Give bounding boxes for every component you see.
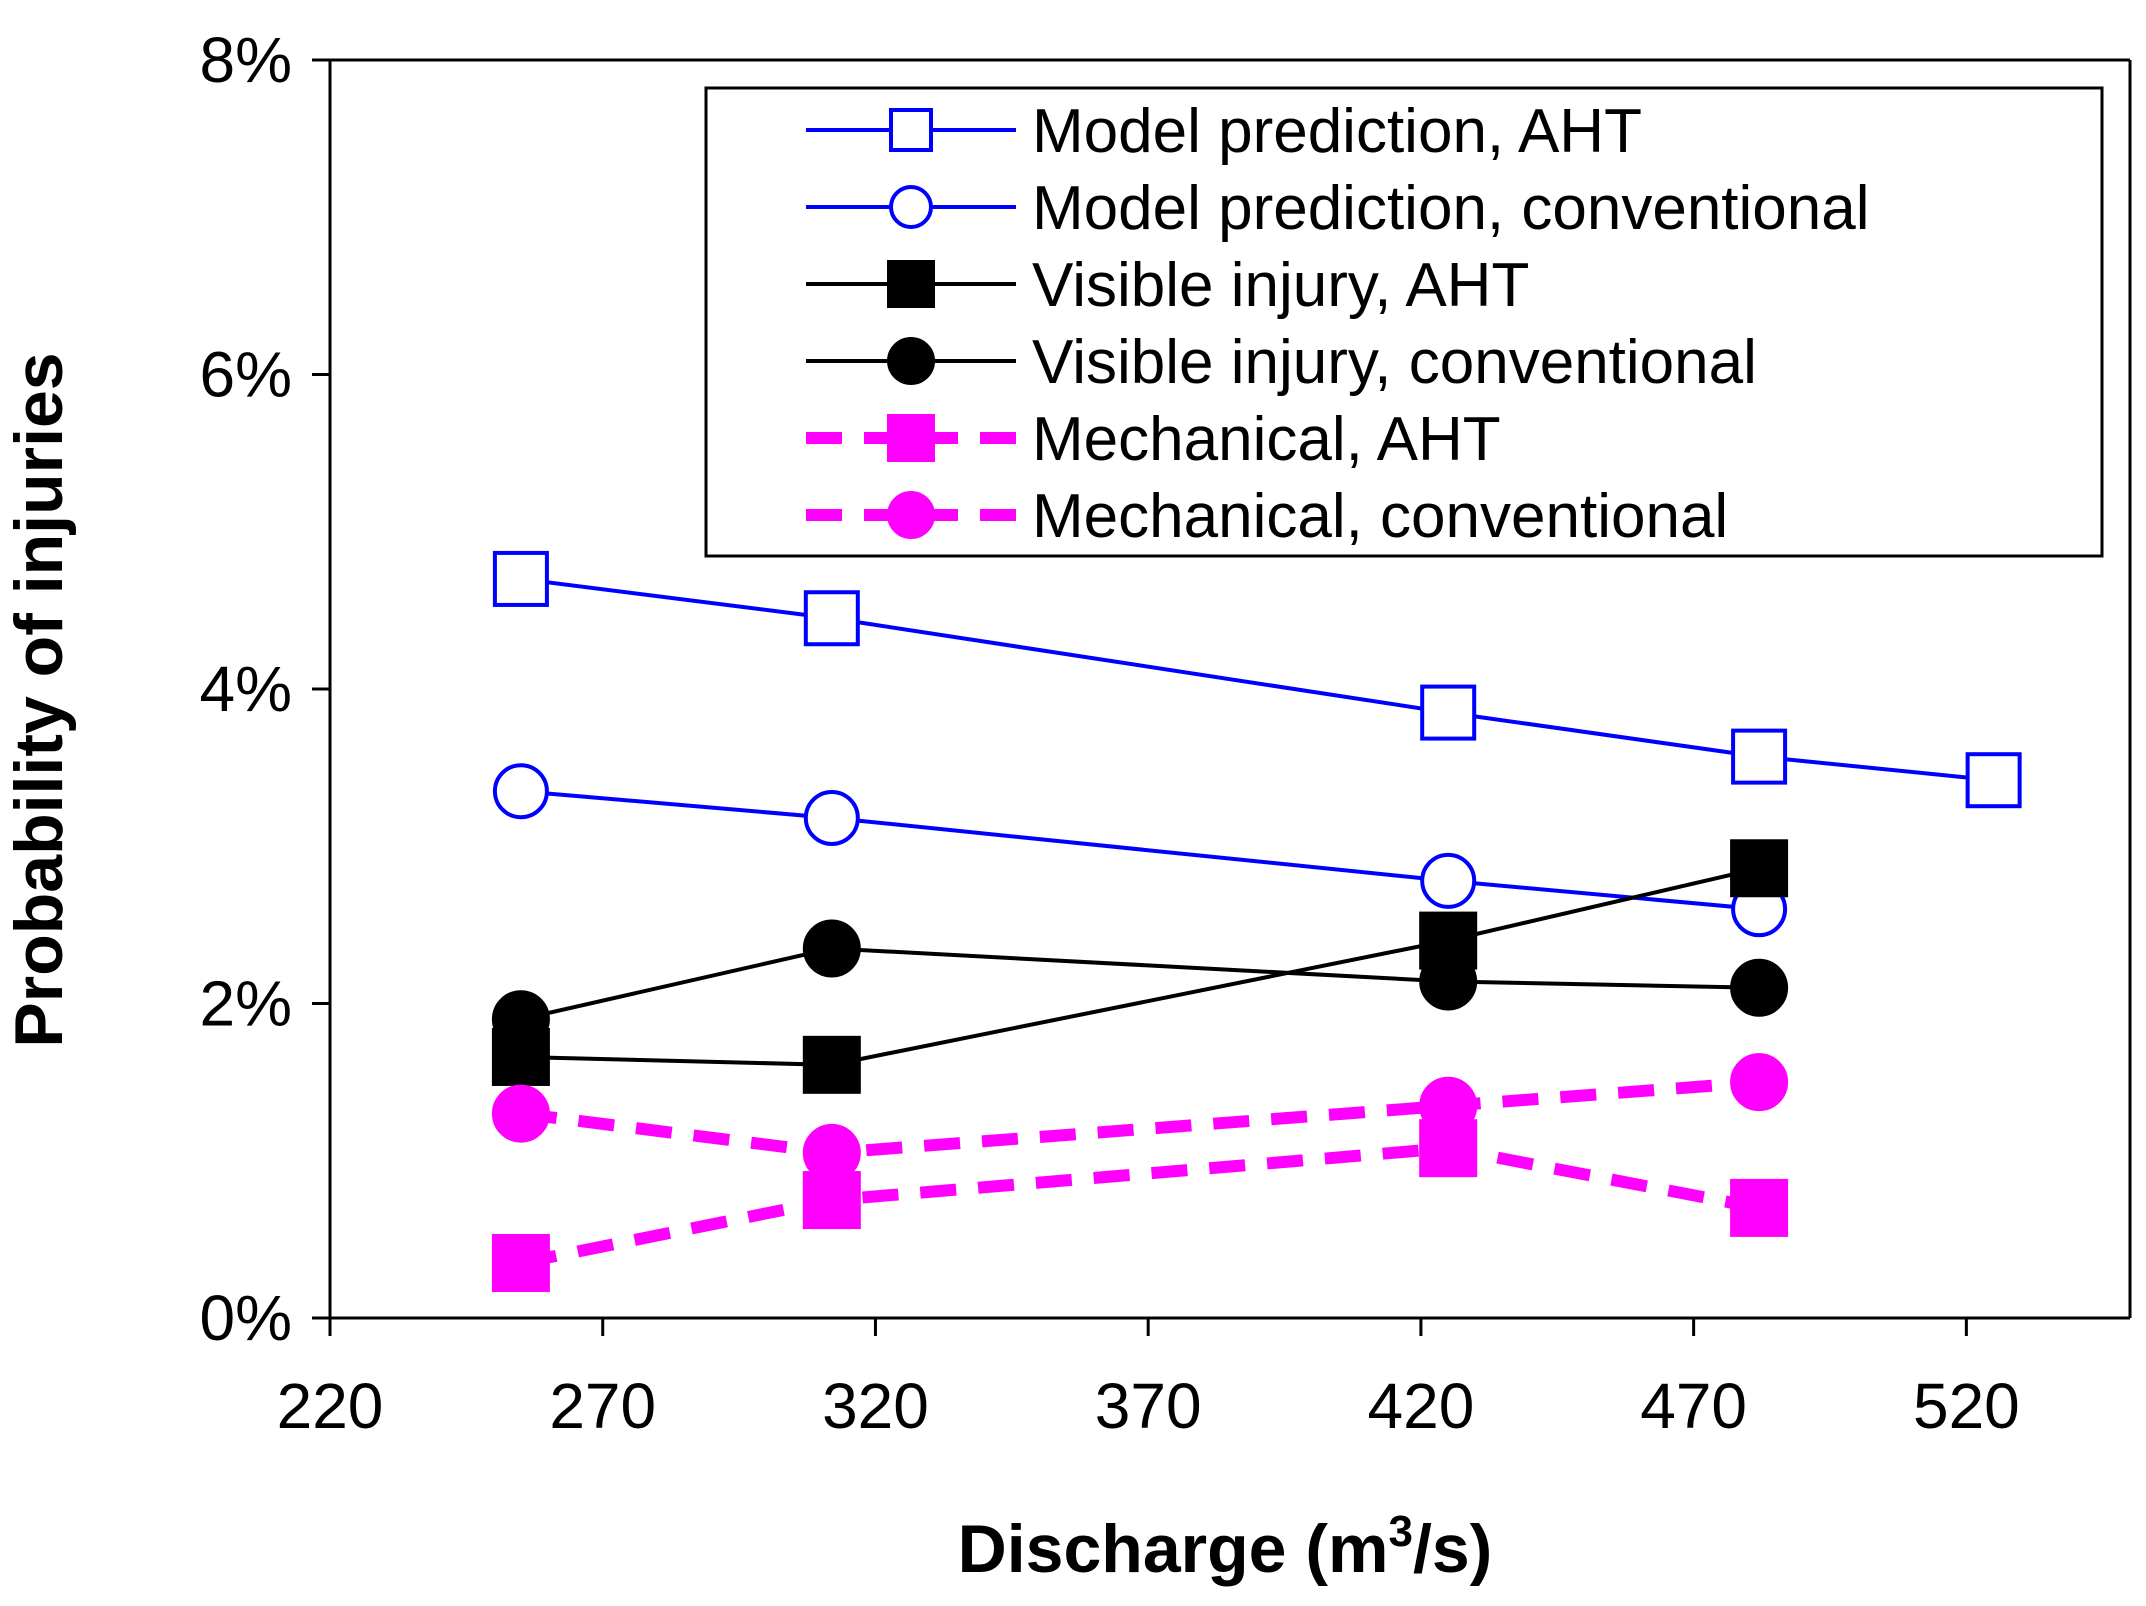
legend-box	[704, 86, 2104, 558]
data-point	[802, 1035, 861, 1094]
legend-item: Model prediction, conventional	[806, 174, 1870, 243]
x-axis-title-main: Discharge (m	[958, 1511, 1389, 1587]
legend-marker	[889, 185, 933, 229]
data-point	[1420, 684, 1477, 741]
legend-label: Model prediction, conventional	[1032, 174, 1870, 243]
data-point	[1731, 728, 1788, 785]
y-axis-title: Probability of injuries	[1, 352, 77, 1047]
data-point	[491, 1084, 550, 1143]
data-point	[803, 590, 860, 647]
series-line	[520, 789, 1760, 912]
data-point	[492, 550, 549, 607]
legend-item: Model prediction, AHT	[806, 97, 1642, 166]
series-4	[491, 919, 1789, 1049]
series-line	[520, 866, 1760, 1067]
data-point	[803, 789, 860, 846]
data-point	[1419, 952, 1478, 1011]
y-axis: 0% 2% 4% 6% 8%	[200, 24, 332, 1354]
series-line	[520, 1076, 1760, 1159]
legend-label: Mechanical, AHT	[1032, 405, 1501, 474]
series-line	[520, 946, 1760, 1022]
data-point	[1730, 1053, 1789, 1112]
x-tick-label: 420	[1368, 1370, 1475, 1442]
series-layer	[491, 550, 2022, 1292]
legend-marker	[887, 337, 935, 385]
x-tick-label: 220	[277, 1370, 384, 1442]
plot-area	[330, 58, 2132, 1318]
data-point	[802, 1123, 861, 1182]
x-tick-label: 270	[549, 1370, 656, 1442]
legend: Model prediction, AHT Model prediction, c…	[704, 86, 2104, 558]
series-5	[491, 1119, 1789, 1292]
series-3	[491, 839, 1789, 1094]
y-tick-label: 0%	[200, 1282, 293, 1354]
legend-label: Model prediction, AHT	[1032, 97, 1642, 166]
x-tick-label: 370	[1095, 1370, 1202, 1442]
x-axis-title: Discharge (m3/s)	[958, 1507, 1493, 1587]
legend-item: Mechanical, conventional	[806, 482, 1728, 551]
legend-label: Mechanical, conventional	[1032, 482, 1728, 551]
data-point	[491, 990, 550, 1049]
legend-marker	[887, 414, 935, 462]
data-point	[491, 1233, 550, 1292]
legend-label: Visible injury, AHT	[1032, 251, 1529, 320]
x-tick-label: 520	[1913, 1370, 2020, 1442]
x-axis-title-tail: /s)	[1413, 1511, 1492, 1587]
series-1	[492, 550, 2022, 809]
y-tick-label: 4%	[200, 653, 293, 725]
data-point	[1730, 839, 1789, 898]
data-point	[1965, 752, 2022, 809]
data-point	[1419, 1076, 1478, 1135]
legend-marker	[887, 491, 935, 539]
y-tick-label: 2%	[200, 968, 293, 1040]
series-line	[519, 1142, 1761, 1269]
y-tick-label: 6%	[200, 339, 293, 411]
legend-item: Mechanical, AHT	[806, 405, 1501, 474]
series-2	[492, 763, 1788, 938]
legend-marker	[889, 108, 933, 152]
data-point	[1730, 1178, 1789, 1237]
legend-marker	[887, 260, 935, 308]
data-point	[802, 919, 861, 978]
x-axis-title-superscript: 3	[1388, 1507, 1412, 1556]
y-tick-label: 8%	[200, 24, 293, 96]
series-6	[491, 1053, 1789, 1182]
data-point	[1730, 958, 1789, 1017]
x-tick-label: 470	[1640, 1370, 1747, 1442]
x-tick-label: 320	[822, 1370, 929, 1442]
legend-label: Visible injury, conventional	[1032, 328, 1757, 397]
legend-item: Visible injury, AHT	[806, 251, 1529, 320]
data-point	[492, 763, 549, 820]
legend-item: Visible injury, conventional	[806, 328, 1757, 397]
x-axis: 220 270 320 370 420 470 520	[277, 1316, 2130, 1442]
data-point	[1420, 852, 1477, 909]
